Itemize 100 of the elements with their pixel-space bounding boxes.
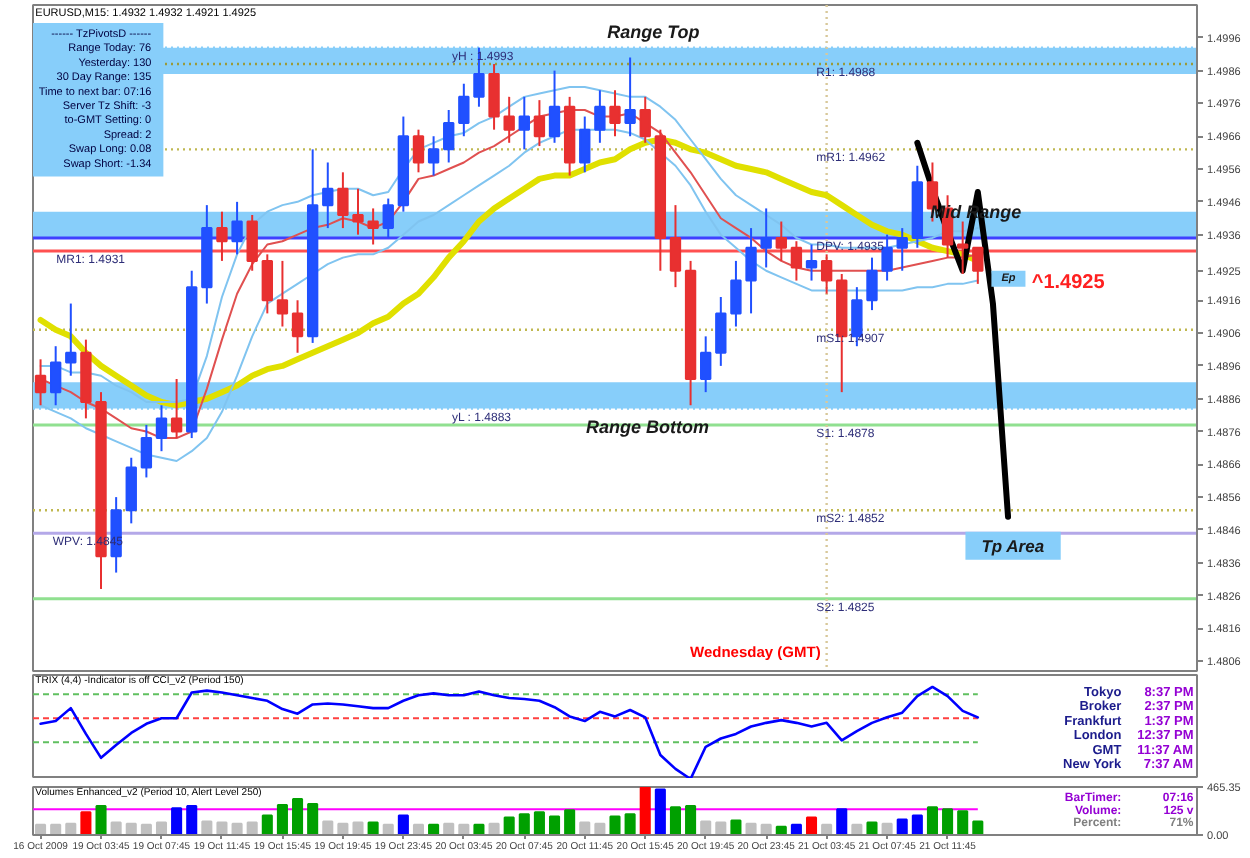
bar (821, 823, 833, 835)
bar (412, 823, 425, 835)
bar (65, 822, 77, 835)
candlestick (700, 335, 712, 394)
bar (942, 808, 954, 835)
bar (231, 822, 243, 835)
bar (957, 810, 969, 835)
candlestick (760, 207, 772, 269)
candlestick (322, 161, 334, 230)
bar (549, 815, 561, 835)
candlestick (65, 302, 77, 377)
bar (730, 819, 742, 835)
candlestick (775, 220, 787, 262)
annotation: Tp Area (981, 535, 1045, 556)
candlestick (639, 95, 651, 144)
bar (216, 821, 228, 835)
bar (201, 820, 213, 835)
candlestick (669, 204, 682, 289)
bar (95, 805, 107, 835)
bar (866, 821, 878, 835)
bar (292, 797, 304, 835)
bar (881, 822, 893, 835)
bar (382, 823, 394, 835)
candlestick (49, 345, 62, 407)
candlestick (412, 128, 425, 174)
bar (715, 821, 727, 835)
bar (307, 803, 319, 835)
bar (911, 814, 923, 835)
bar (836, 808, 848, 835)
candlestick (503, 95, 515, 144)
candlestick (125, 456, 137, 525)
candlestick (972, 246, 984, 285)
candlestick (337, 171, 349, 230)
candlestick (443, 108, 455, 164)
candlestick (261, 253, 273, 315)
candlestick (820, 253, 833, 295)
candlestick (382, 197, 394, 239)
bar (171, 807, 183, 835)
candlestick (34, 358, 47, 407)
candlestick (488, 63, 500, 131)
bar (669, 806, 681, 835)
bar (246, 821, 258, 835)
bar (700, 820, 712, 835)
bar (367, 821, 379, 835)
bar (337, 822, 349, 835)
bar (261, 814, 273, 835)
candlestick (805, 243, 818, 282)
bar (428, 823, 440, 835)
bar (579, 821, 591, 835)
bar (397, 814, 409, 835)
bar (685, 805, 697, 835)
bar (458, 823, 470, 835)
bar (790, 823, 802, 835)
candlestick (246, 213, 258, 272)
bar (609, 815, 621, 835)
candlestick (548, 69, 561, 144)
candlestick (881, 233, 893, 282)
bar (80, 811, 92, 835)
candlestick (427, 135, 440, 177)
candlestick (155, 404, 168, 453)
bar (745, 822, 757, 835)
bar (926, 806, 938, 835)
bar (110, 821, 122, 835)
bar (352, 821, 364, 835)
candlestick (458, 82, 470, 138)
annotation: ^1.4925 (1031, 271, 1106, 294)
candlestick (140, 423, 153, 479)
candlestick (594, 89, 606, 144)
candlestick (609, 89, 621, 138)
bar (140, 823, 152, 835)
bar (896, 818, 908, 835)
bar (35, 823, 47, 835)
bar (972, 820, 984, 835)
bar (533, 811, 545, 835)
bar (760, 823, 772, 835)
band-label: Range Bottom (586, 416, 710, 437)
bar (322, 820, 334, 835)
bar (518, 813, 530, 835)
bar (488, 822, 500, 835)
bar (639, 787, 651, 835)
bar (50, 823, 62, 835)
candlestick (957, 220, 969, 276)
bar (443, 822, 455, 835)
bar (503, 816, 515, 835)
bar (125, 822, 137, 835)
bar (186, 805, 198, 835)
bar (624, 813, 636, 835)
bar (654, 788, 666, 835)
band-label: Range Top (607, 21, 701, 42)
bar (276, 804, 288, 835)
candlestick (216, 210, 228, 262)
candlestick (790, 240, 803, 282)
bar (594, 822, 606, 835)
candlestick (170, 378, 183, 440)
candlestick (579, 115, 591, 174)
candlestick (291, 299, 304, 354)
candlestick (866, 256, 878, 312)
candlestick (533, 99, 546, 148)
candlestick (231, 200, 243, 256)
bar (805, 816, 818, 835)
